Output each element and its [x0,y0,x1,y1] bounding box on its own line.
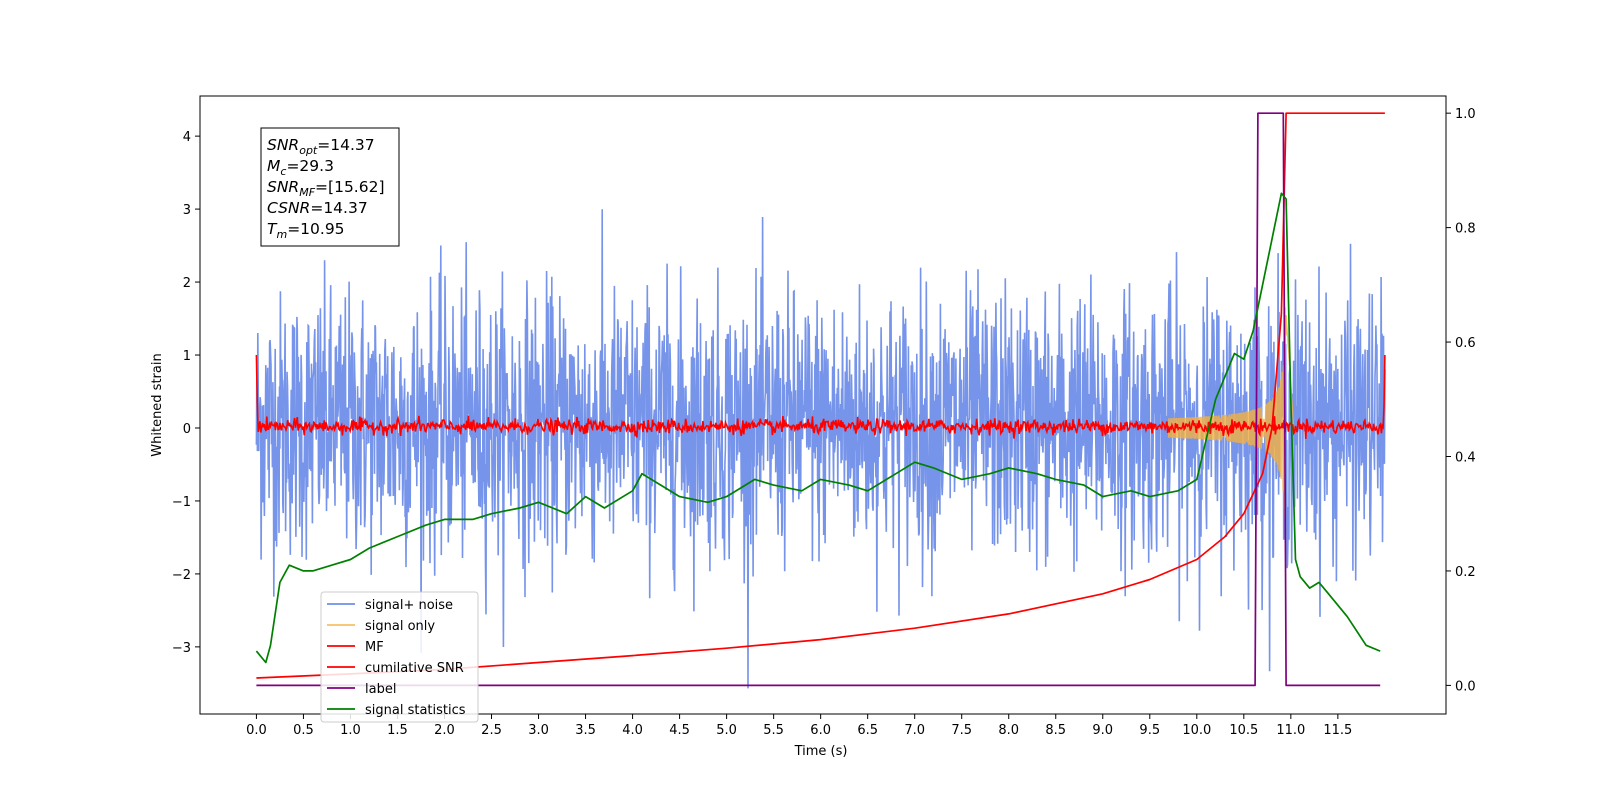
x-tick-label: 8.0 [998,723,1019,738]
legend-label: label [365,682,396,697]
legend-label: signal only [365,619,435,634]
x-tick-label: 0.0 [246,723,267,738]
series-mf [255,354,1386,439]
legend-label: MF [365,640,384,655]
y-tick-label: 1 [183,349,191,364]
y-tick-label: −1 [172,495,191,510]
y-axis-right: 0.0 0.2 0.4 0.6 0.8 1.0 [1446,107,1476,694]
info-box-frame [260,127,400,247]
x-tick-label: 3.5 [575,723,596,738]
info-line: CSNR=14.37 [267,199,368,217]
x-tick-label: 7.5 [951,723,972,738]
y-tick-label: −3 [172,641,191,656]
x-tick-label: 4.5 [669,723,690,738]
y2-tick-label: 0.6 [1455,336,1476,351]
y-tick-label: 4 [183,130,191,145]
x-tick-label: 11.0 [1276,723,1305,738]
x-tick-label: 1.0 [340,723,361,738]
x-tick-label: 6.0 [810,723,831,738]
x-tick-label: 2.5 [481,723,502,738]
series-cumulative-snr [256,112,1385,679]
y2-tick-label: 0.8 [1455,222,1476,237]
x-tick-label: 9.5 [1139,723,1160,738]
x-tick-label: 3.0 [528,723,549,738]
y-axis-left: −3 −2 −1 0 1 2 3 4 [172,130,200,656]
x-tick-label: 7.0 [904,723,925,738]
x-tick-label: 11.5 [1323,723,1352,738]
x-tick-label: 5.5 [763,723,784,738]
series-signal-statistics [255,192,1381,664]
axes-frame [199,95,1447,715]
y2-tick-label: 1.0 [1455,107,1476,122]
x-tick-label: 10.5 [1229,723,1258,738]
x-tick-label: 6.5 [857,723,878,738]
y-tick-label: −2 [172,568,191,583]
info-box: SNRopt=14.37Mc=29.3SNRMF=[15.62]CSNR=14.… [260,127,400,247]
y2-tick-label: 0.0 [1455,679,1476,694]
info-line: SNRopt=14.37 [267,136,375,157]
y2-tick-label: 0.4 [1455,451,1476,466]
x-axis-label: Time (s) [794,744,848,759]
x-tick-label: 8.5 [1045,723,1066,738]
y-tick-label: 2 [183,276,191,291]
x-tick-label: 0.5 [293,723,314,738]
info-line: SNRMF=[15.62] [267,178,385,199]
y-axis-label: Whitened strain [150,353,165,456]
info-line: Tm=10.95 [267,220,345,241]
x-tick-label: 9.0 [1092,723,1113,738]
plot-area [255,112,1386,689]
x-tick-label: 5.0 [716,723,737,738]
x-tick-label: 10.0 [1182,723,1211,738]
legend-frame [320,591,479,723]
x-tick-label: 1.5 [387,723,408,738]
info-line: Mc=29.3 [267,157,334,178]
legend-label: signal+ noise [365,598,453,613]
legend-label: signal statistics [365,703,466,718]
y-tick-label: 0 [183,422,191,437]
y-tick-label: 3 [183,203,191,218]
series-label [256,112,1381,687]
y2-tick-label: 0.2 [1455,565,1476,580]
x-axis: 0.0 0.5 1.0 1.5 2.0 2.5 3.0 3.5 4.0 4.5 5.0 5.5 6.0 6… [246,714,1352,738]
x-tick-label: 4.0 [622,723,643,738]
legend: signal+ noise signal only MF cumilative SNR… [320,591,479,723]
x-tick-label: 2.0 [434,723,455,738]
legend-label: cumilative SNR [365,661,464,676]
